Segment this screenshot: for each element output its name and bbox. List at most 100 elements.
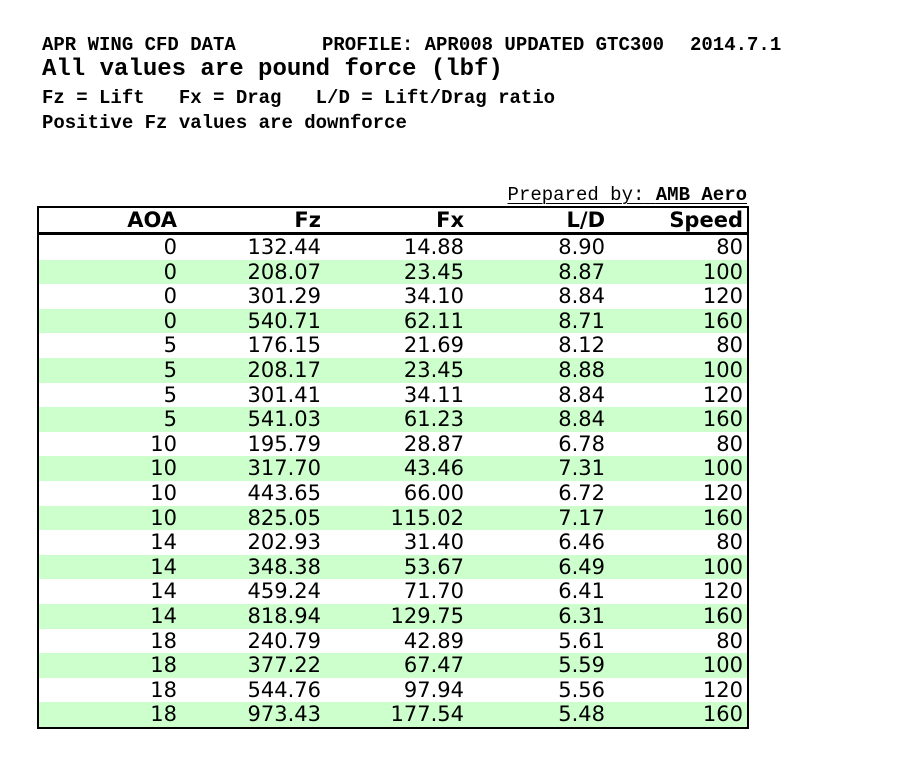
table-cell: 120 <box>702 480 743 505</box>
table-cell: 97.94 <box>403 677 464 702</box>
table-cell: 10 <box>150 431 177 456</box>
table-cell: 825.05 <box>247 505 321 530</box>
table-cell: 67.47 <box>403 653 464 678</box>
table-row: 18 544.76 97.94 5.56 120 <box>38 677 748 703</box>
table-cell: 7.17 <box>558 505 605 530</box>
table-cell: 21.69 <box>403 333 464 358</box>
table-cell: 6.72 <box>558 480 605 505</box>
table-cell: 100 <box>702 554 743 579</box>
table-cell: 120 <box>702 382 743 407</box>
table-cell: 377.22 <box>247 653 321 678</box>
col-header-speed: Speed <box>609 207 748 235</box>
table-cell: 5.61 <box>558 628 605 653</box>
table-cell: 71.70 <box>403 579 464 604</box>
table-row: 10 443.65 66.00 6.72 120 <box>38 480 748 506</box>
table-cell: 129.75 <box>390 603 464 628</box>
col-header-fz: Fz <box>181 207 325 235</box>
table-cell: 459.24 <box>247 579 321 604</box>
table-cell: 5 <box>163 382 177 407</box>
table-cell: 31.40 <box>403 530 464 555</box>
table-cell: 62.11 <box>403 308 464 333</box>
table-row: 0 540.71 62.11 8.71 160 <box>38 308 748 334</box>
table-cell: 14 <box>150 579 177 604</box>
table-row: 18 973.43 177.54 5.48 160 <box>38 702 748 728</box>
table-row: 14 459.24 71.70 6.41 120 <box>38 579 748 604</box>
table-cell: 132.44 <box>247 235 321 259</box>
table-cell: 8.88 <box>558 357 605 382</box>
table-cell: 10 <box>150 456 177 481</box>
col-header-ld: L/D <box>468 207 609 235</box>
table-cell: 6.46 <box>558 530 605 555</box>
table-row: 18 240.79 42.89 5.61 80 <box>38 628 748 654</box>
prepared-by-label: Prepared by: <box>507 184 645 206</box>
prepared-by-value: AMB Aero <box>655 184 747 206</box>
table-row: 0 301.29 34.10 8.84 120 <box>38 284 748 309</box>
table-cell: 8.87 <box>558 259 605 284</box>
table-cell: 160 <box>702 505 743 530</box>
table-cell: 973.43 <box>247 702 321 727</box>
table-body: 0 132.44 14.88 8.90 80 0 208.07 23.45 8.87 100 0 30… <box>38 233 748 728</box>
table-cell: 28.87 <box>403 431 464 456</box>
table-cell: 5.59 <box>558 653 605 678</box>
doc-title: APR WING CFD DATA <box>42 34 236 56</box>
table-row: 0 208.07 23.45 8.87 100 <box>38 259 748 285</box>
table-row: 5 208.17 23.45 8.88 100 <box>38 357 748 383</box>
table-cell: 34.11 <box>403 382 464 407</box>
table-cell: 208.17 <box>247 357 321 382</box>
table-cell: 100 <box>702 357 743 382</box>
table-row: 10 317.70 43.46 7.31 100 <box>38 456 748 481</box>
table-cell: 61.23 <box>403 407 464 432</box>
table-cell: 14 <box>150 603 177 628</box>
table-cell: 53.67 <box>403 554 464 579</box>
table-cell: 18 <box>150 677 177 702</box>
col-header-fx: Fx <box>325 207 468 235</box>
table-cell: 301.41 <box>247 382 321 407</box>
table-cell: 195.79 <box>247 431 321 456</box>
table-cell: 208.07 <box>247 259 321 284</box>
table-cell: 5 <box>163 357 177 382</box>
downforce-note: Positive Fz values are downforce <box>42 112 407 134</box>
table-cell: 43.46 <box>403 456 464 481</box>
table-cell: 10 <box>150 505 177 530</box>
cfd-data-table: AOA Fz Fx L/D Speed 0 132.44 14.88 8.90 80 0 2… <box>37 206 749 729</box>
table-cell: 317.70 <box>247 456 321 481</box>
table-row: 10 825.05 115.02 7.17 160 <box>38 505 748 531</box>
table-cell: 0 <box>163 259 177 284</box>
table-row: 5 176.15 21.69 8.12 80 <box>38 333 748 358</box>
date-label: 2014.7.1 <box>690 34 782 56</box>
table-cell: 160 <box>702 702 743 727</box>
table-row: 0 132.44 14.88 8.90 80 <box>38 233 748 260</box>
table-cell: 8.84 <box>558 407 605 432</box>
table-cell: 100 <box>702 259 743 284</box>
table-cell: 120 <box>702 677 743 702</box>
table-cell: 6.41 <box>558 579 605 604</box>
table-cell: 10 <box>150 480 177 505</box>
table-row: 18 377.22 67.47 5.59 100 <box>38 653 748 678</box>
table-cell: 818.94 <box>247 603 321 628</box>
table-cell: 541.03 <box>247 407 321 432</box>
table-row: 10 195.79 28.87 6.78 80 <box>38 431 748 457</box>
table-cell: 7.31 <box>558 456 605 481</box>
profile-label: PROFILE: APR008 UPDATED GTC300 <box>322 34 665 56</box>
table-cell: 0 <box>163 235 177 259</box>
table-cell: 5.56 <box>558 677 605 702</box>
table-header-row: AOA Fz Fx L/D Speed <box>38 207 748 235</box>
table-cell: 177.54 <box>390 702 464 727</box>
table-cell: 120 <box>702 284 743 309</box>
table-row: 14 348.38 53.67 6.49 100 <box>38 554 748 580</box>
table-cell: 23.45 <box>403 259 464 284</box>
table-cell: 160 <box>702 308 743 333</box>
table-cell: 6.49 <box>558 554 605 579</box>
units-note: All values are pound force (lbf) <box>42 56 503 83</box>
table-cell: 80 <box>716 431 743 456</box>
table-cell: 120 <box>702 579 743 604</box>
table-cell: 202.93 <box>247 530 321 555</box>
table-cell: 8.84 <box>558 382 605 407</box>
col-header-aoa: AOA <box>38 207 181 235</box>
table-cell: 14 <box>150 554 177 579</box>
table-cell: 80 <box>716 235 743 259</box>
table-cell: 80 <box>716 628 743 653</box>
table-cell: 18 <box>150 653 177 678</box>
table-cell: 80 <box>716 333 743 358</box>
